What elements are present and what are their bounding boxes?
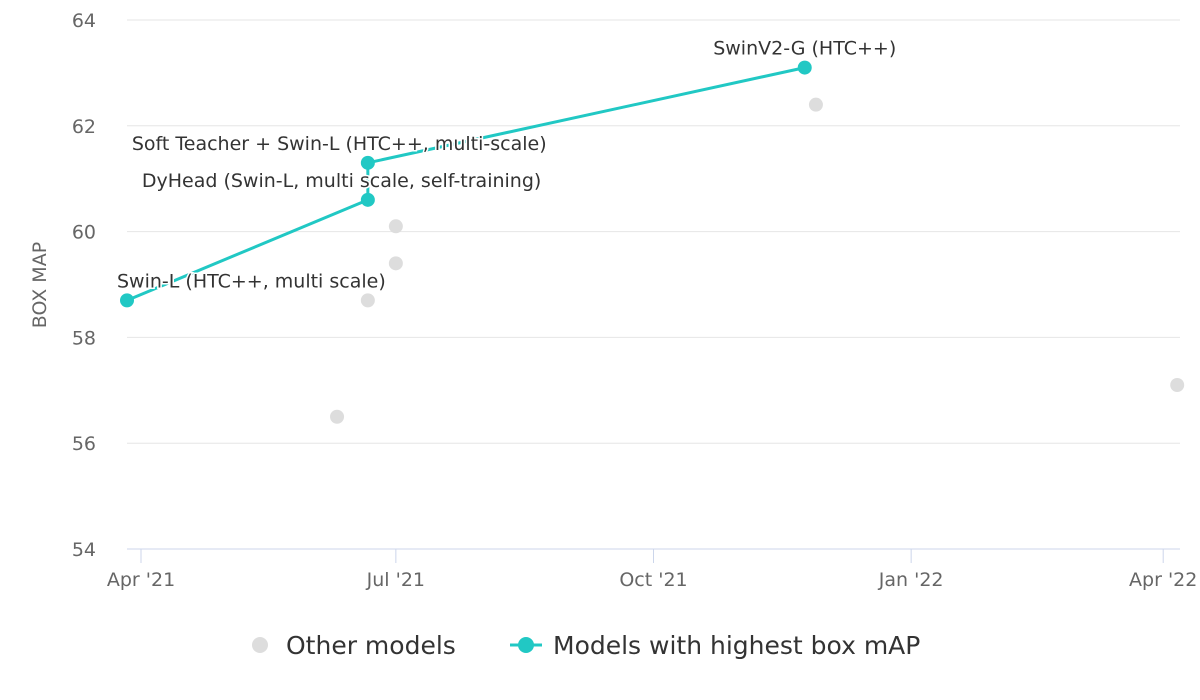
point-annotation: SwinV2-G (HTC++): [713, 38, 896, 60]
point-highest-box-map[interactable]: [360, 155, 375, 170]
y-axis-label: BOX MAP: [29, 242, 51, 328]
legend-marker-highest-box-map[interactable]: [518, 637, 534, 653]
point-annotation: DyHead (Swin-L, multi scale, self-traini…: [142, 170, 541, 192]
y-tick-label: 58: [72, 327, 96, 349]
y-gridlines: [127, 19, 1180, 444]
point-other-model[interactable]: [360, 293, 375, 308]
point-other-model[interactable]: [1170, 378, 1185, 393]
series-line-highest-box-map: [126, 66, 806, 302]
y-tick-label: 60: [72, 222, 96, 244]
y-tick-label: 64: [72, 10, 96, 32]
point-highest-box-map[interactable]: [120, 293, 134, 308]
x-tick-label: Apr '21: [107, 569, 175, 591]
series-highest-box-map: [120, 60, 812, 308]
point-annotation: Soft Teacher + Swin-L (HTC++, multi-scal…: [132, 133, 547, 155]
legend: Other models Models with highest box mAP: [252, 631, 920, 660]
legend-label-highest-box-map[interactable]: Models with highest box mAP: [553, 631, 920, 660]
y-tick-label: 62: [72, 116, 96, 138]
series-other-models: [330, 97, 1185, 424]
point-highest-box-map[interactable]: [360, 192, 375, 207]
x-axis: Apr '21 Jul '21 Oct '21 Jan '22 Apr '22: [107, 548, 1197, 591]
y-tick-label: 56: [72, 433, 96, 455]
y-tick-label: 54: [72, 539, 96, 561]
point-other-model[interactable]: [388, 219, 403, 234]
point-other-model[interactable]: [388, 256, 403, 271]
x-tick-label: Jul '21: [366, 569, 425, 591]
point-other-model[interactable]: [808, 97, 823, 112]
point-annotation: Swin-L (HTC++, multi scale): [117, 270, 386, 292]
x-tick-label: Apr '22: [1129, 569, 1197, 591]
legend-marker-other-models[interactable]: [252, 637, 268, 653]
legend-label-other-models[interactable]: Other models: [286, 631, 456, 660]
x-tick-label: Jan '22: [878, 569, 944, 591]
point-annotations: Swin-L (HTC++, multi scale) DyHead (Swin-…: [116, 36, 898, 294]
x-tick-label: Oct '21: [619, 569, 687, 591]
point-other-model[interactable]: [330, 409, 345, 424]
y-axis: 54 56 58 60 62 64: [72, 10, 96, 561]
point-highest-box-map[interactable]: [797, 60, 812, 75]
